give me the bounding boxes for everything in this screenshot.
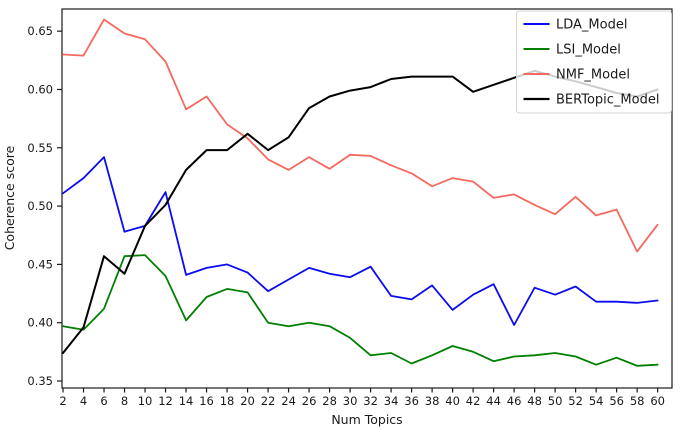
x-tick-label: 34	[384, 394, 399, 408]
x-tick-label: 20	[240, 394, 255, 408]
x-tick-label: 32	[363, 394, 378, 408]
x-tick-label: 48	[527, 394, 542, 408]
x-tick-label: 10	[138, 394, 153, 408]
legend-label-LDA_Model: LDA_Model	[556, 18, 627, 33]
x-tick-label: 8	[121, 394, 128, 408]
x-tick-label: 30	[343, 394, 358, 408]
legend: LDA_Model LSI_Model NMF_Model BERTopic_Mode…	[516, 10, 672, 114]
y-tick-label: 0.65	[27, 24, 53, 38]
series-line-NMF_Model	[62, 18, 659, 253]
x-tick-label: 54	[589, 394, 604, 408]
y-axis-label: Coherence score	[2, 145, 17, 250]
y-tick-label: 0.60	[27, 82, 53, 96]
x-tick-label: 6	[100, 394, 107, 408]
legend-label-LSI_Model: LSI_Model	[556, 43, 621, 58]
x-tick-label: 46	[507, 394, 522, 408]
y-axis-ticks: 0.35 0.40 0.45 0.50 0.55 0.60 0.65	[27, 24, 62, 388]
x-axis-ticks: 2 4 6 8 10 12 14 16 18 20 22 24 26 28 30 32 34 36 38 40 42 44…	[59, 388, 665, 408]
x-tick-label: 38	[425, 394, 440, 408]
y-tick-label: 0.55	[27, 141, 53, 155]
series-line-LDA_Model	[62, 156, 659, 326]
x-tick-label: 44	[486, 394, 501, 408]
x-tick-label: 50	[548, 394, 563, 408]
x-tick-label: 24	[281, 394, 296, 408]
plot-frame	[61, 8, 673, 389]
x-tick-label: 14	[179, 394, 194, 408]
series-line-LSI_Model	[62, 254, 659, 367]
y-tick-label: 0.35	[27, 374, 53, 388]
x-tick-label: 16	[199, 394, 214, 408]
x-tick-label: 42	[466, 394, 481, 408]
x-tick-label: 26	[302, 394, 317, 408]
legend-label-BERTopic_Model: BERTopic_Model	[556, 93, 659, 108]
x-tick-label: 36	[404, 394, 419, 408]
x-tick-label: 56	[609, 394, 624, 408]
x-tick-label: 52	[568, 394, 583, 408]
x-tick-label: 12	[158, 394, 173, 408]
x-tick-label: 60	[650, 394, 665, 408]
y-tick-label: 0.45	[27, 257, 53, 271]
y-tick-label: 0.50	[27, 199, 53, 213]
x-axis-label: Num Topics	[331, 412, 402, 427]
legend-label-NMF_Model: NMF_Model	[556, 68, 630, 83]
x-tick-label: 40	[445, 394, 460, 408]
x-tick-label: 22	[261, 394, 276, 408]
x-tick-label: 58	[630, 394, 645, 408]
y-tick-label: 0.40	[27, 316, 53, 330]
x-tick-label: 18	[220, 394, 235, 408]
x-tick-label: 28	[322, 394, 337, 408]
x-tick-label: 4	[80, 394, 87, 408]
x-tick-label: 2	[59, 394, 66, 408]
legend-box	[516, 10, 672, 114]
